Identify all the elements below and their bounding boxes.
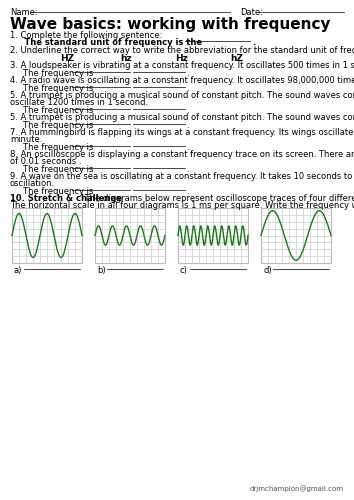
- Text: .: .: [186, 143, 189, 152]
- Text: 10. Stretch & challenge: 10. Stretch & challenge: [10, 194, 122, 203]
- Bar: [261, 208, 331, 263]
- Text: b): b): [97, 266, 105, 275]
- Text: d): d): [263, 266, 272, 275]
- Text: .: .: [186, 69, 189, 78]
- Bar: [12, 208, 82, 263]
- Text: 7. A hummingbird is flapping its wings at a constant frequency. Its wings oscill: 7. A hummingbird is flapping its wings a…: [10, 128, 354, 137]
- Text: hz: hz: [120, 54, 132, 63]
- Text: The frequency is: The frequency is: [10, 84, 93, 93]
- Text: 5. A trumpet is producing a musical sound of constant pitch. The sound waves com: 5. A trumpet is producing a musical soun…: [10, 91, 354, 100]
- Text: .: .: [186, 187, 189, 196]
- Text: Name:: Name:: [10, 8, 38, 17]
- Text: .: .: [252, 38, 255, 47]
- Text: The frequency is: The frequency is: [10, 143, 93, 152]
- Text: oscillation.: oscillation.: [10, 179, 55, 188]
- Text: The standard unit of frequency is the: The standard unit of frequency is the: [10, 38, 202, 47]
- Text: HZ: HZ: [60, 54, 74, 63]
- Text: 3. A loudspeaker is vibrating at a constant frequency. It oscillates 500 times i: 3. A loudspeaker is vibrating at a const…: [10, 61, 354, 70]
- Text: 2. Underline the correct way to write the abbreviation for the standard unit of : 2. Underline the correct way to write th…: [10, 46, 354, 55]
- Text: c): c): [180, 266, 188, 275]
- Text: oscillate 1200 times in 1 second.: oscillate 1200 times in 1 second.: [10, 98, 148, 107]
- Text: 8. An oscilloscope is displaying a constant frequency trace on its screen. There: 8. An oscilloscope is displaying a const…: [10, 150, 354, 159]
- Text: The frequency is: The frequency is: [10, 187, 93, 196]
- Text: drjmchampion@gmail.com: drjmchampion@gmail.com: [250, 485, 344, 492]
- Text: hZ: hZ: [230, 54, 243, 63]
- Text: The frequency is: The frequency is: [10, 165, 93, 174]
- Text: of 0.01 seconds .: of 0.01 seconds .: [10, 157, 81, 166]
- Text: Date:: Date:: [240, 8, 263, 17]
- Text: The frequency is: The frequency is: [10, 106, 93, 115]
- Text: 4. A radio wave is oscillating at a constant frequency. It oscillates 98,000,000: 4. A radio wave is oscillating at a cons…: [10, 76, 354, 85]
- Text: Wave basics: working with frequency: Wave basics: working with frequency: [10, 17, 331, 32]
- Text: Hz: Hz: [175, 54, 188, 63]
- Text: .: .: [186, 165, 189, 174]
- Text: 5. A trumpet is producing a musical sound of constant pitch. The sound waves com: 5. A trumpet is producing a musical soun…: [10, 113, 354, 122]
- Text: .: .: [186, 106, 189, 115]
- Text: .: .: [186, 84, 189, 93]
- Text: The diagrams below represent oscilloscope traces of four different oscillations.: The diagrams below represent oscilloscop…: [82, 194, 354, 203]
- Text: minute.: minute.: [10, 135, 42, 144]
- Text: The frequency is: The frequency is: [10, 69, 93, 78]
- Text: 9. A wave on the sea is oscillating at a constant frequency. It takes 10 seconds: 9. A wave on the sea is oscillating at a…: [10, 172, 354, 181]
- Text: .: .: [186, 121, 189, 130]
- Text: a): a): [14, 266, 22, 275]
- Bar: [95, 208, 165, 263]
- Text: 1. Complete the following sentence:: 1. Complete the following sentence:: [10, 31, 162, 40]
- Text: The horizontal scale in all four diagrams is 1 ms per square. Write the frequenc: The horizontal scale in all four diagram…: [10, 201, 354, 210]
- Text: The frequency is: The frequency is: [10, 121, 93, 130]
- Bar: [178, 208, 248, 263]
